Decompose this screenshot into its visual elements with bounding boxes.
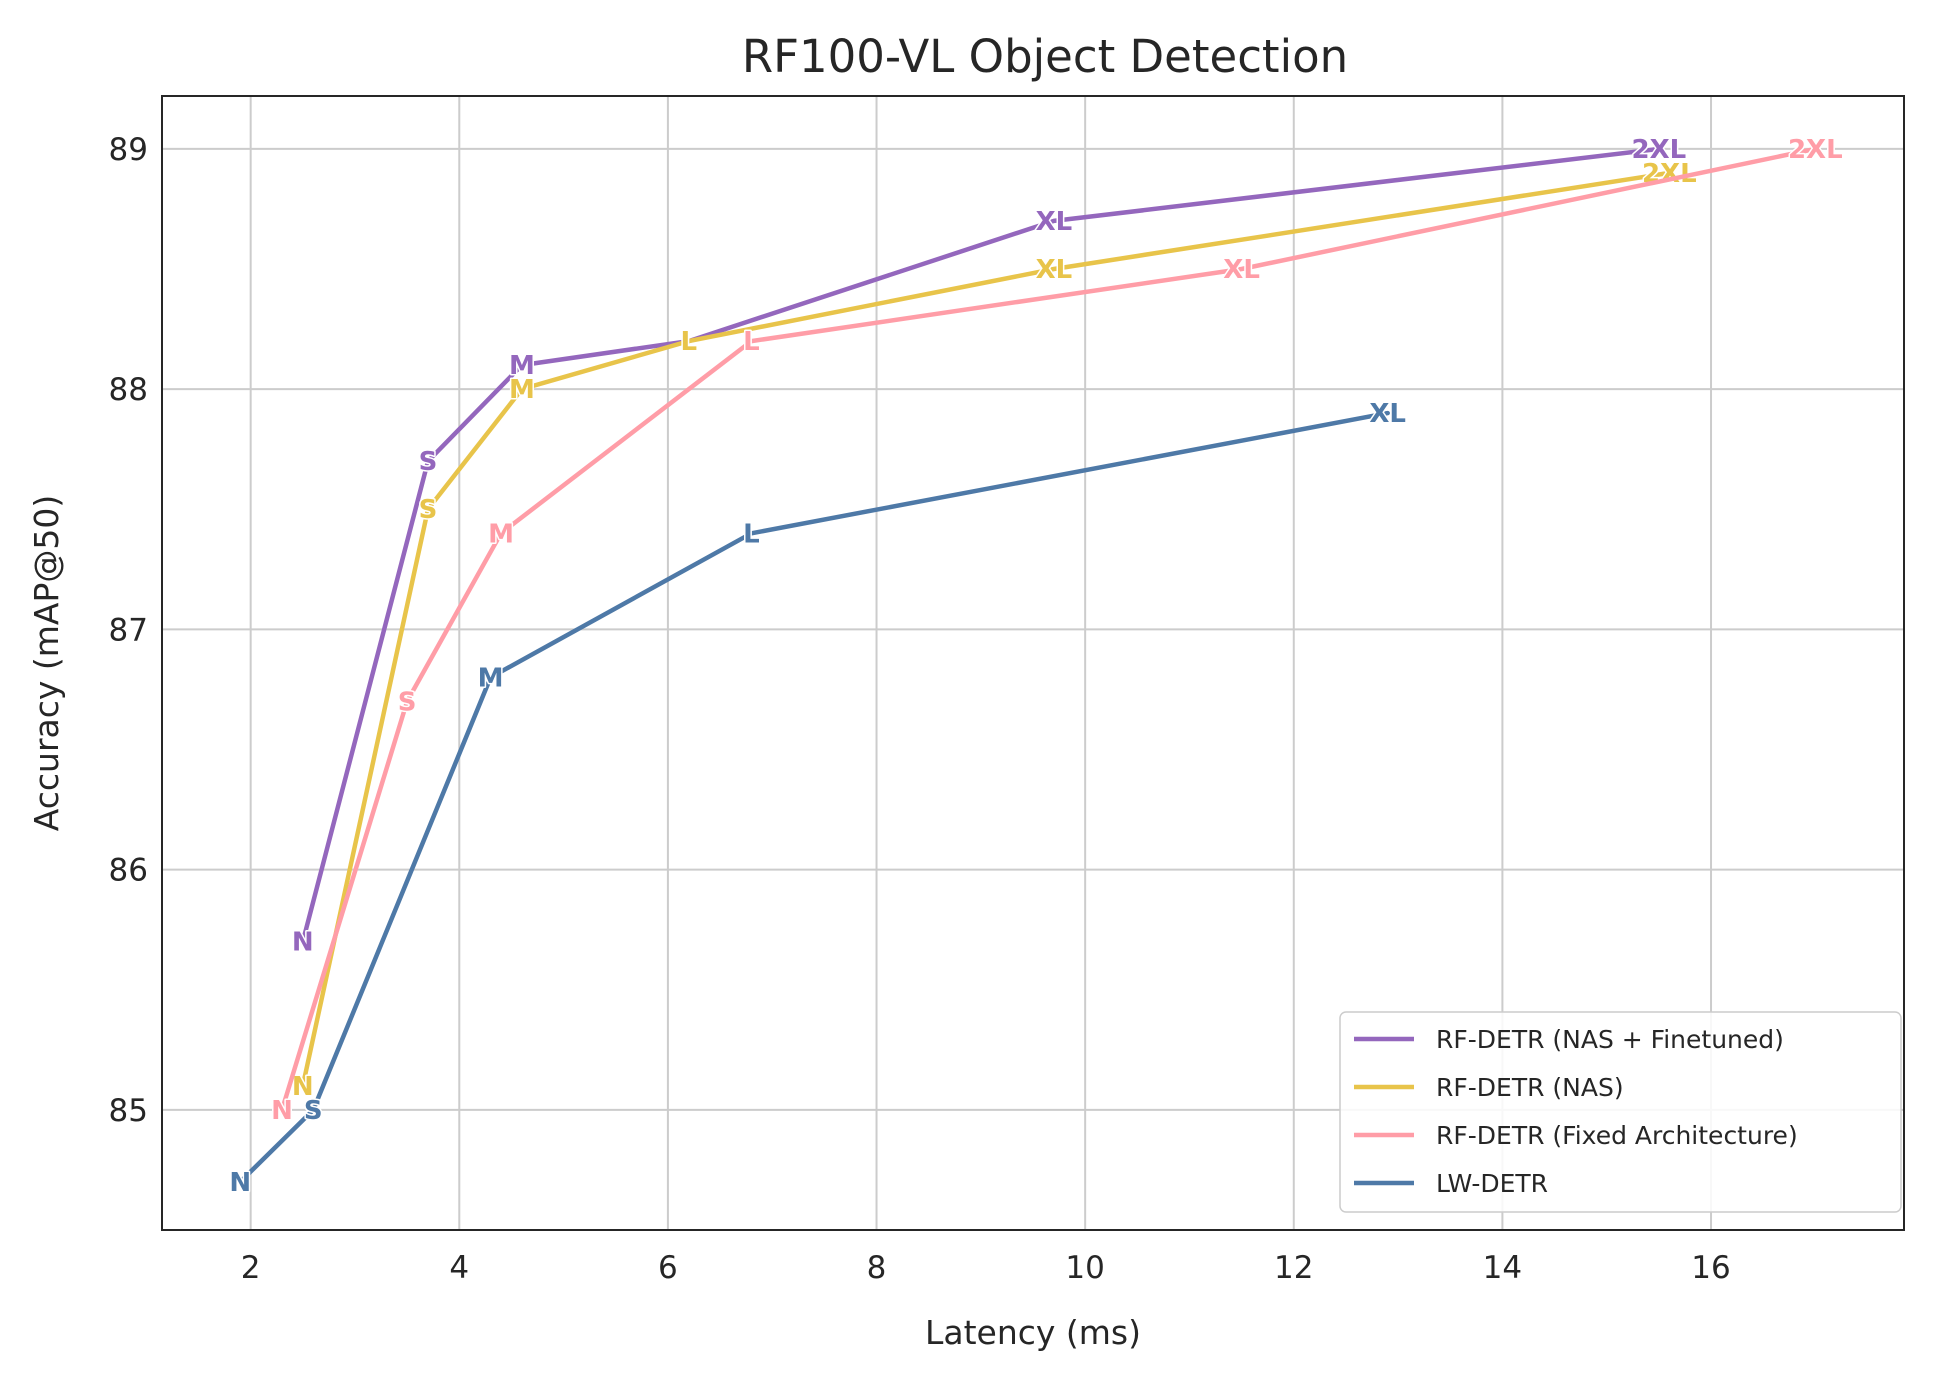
point-label: 2XL [1632,135,1687,165]
y-tick-label: 89 [109,132,148,168]
point-label: M [488,519,514,549]
x-tick-label: 12 [1274,1250,1313,1286]
legend-entry: RF-DETR (Fixed Architecture) [1436,1121,1798,1150]
grid [162,96,1904,1230]
point-label: S [304,1096,323,1126]
tick-labels: 2 4 6 8 10 12 14 16 85 86 87 88 89 [109,132,1731,1286]
y-tick-label: 85 [109,1093,148,1129]
point-label: L [681,327,698,357]
point-label: S [419,495,438,525]
y-tick-label: 86 [109,853,148,889]
legend: RF-DETR (NAS + Finetuned) RF-DETR (NAS) RF… [1339,1011,1902,1213]
point-label: XL [1036,207,1073,237]
x-tick-label: 16 [1691,1250,1730,1286]
legend-frame [1339,1011,1902,1213]
y-tick-label: 87 [109,612,148,648]
legend-entry: LW-DETR [1436,1169,1548,1198]
legend-entry: RF-DETR (NAS + Finetuned) [1436,1025,1784,1054]
series-line [237,410,1390,1185]
point-label: XL [1223,255,1260,285]
series-0: N S M L XL 2XL [290,133,1687,959]
point-label: M [509,351,535,381]
point-label: M [478,663,504,693]
point-label: N [292,1072,314,1102]
point-label: 2XL [1788,135,1843,165]
chart-title: RF100-VL Object Detection [742,30,1348,83]
point-label: XL [1036,255,1073,285]
point-label: XL [1369,399,1406,429]
x-tick-label: 2 [241,1250,261,1286]
x-tick-label: 10 [1065,1250,1104,1286]
point-label: S [398,687,417,717]
x-tick-label: 4 [449,1250,469,1286]
point-label: S [419,447,438,477]
y-tick-label: 88 [109,372,148,408]
x-axis-label: Latency (ms) [925,1313,1141,1352]
x-tick-label: 8 [867,1250,887,1286]
point-label: L [743,327,760,357]
x-tick-label: 14 [1483,1250,1522,1286]
series-line [300,170,1672,1089]
series-line [300,146,1662,944]
legend-entry: RF-DETR (NAS) [1436,1073,1624,1102]
series-line [279,146,1818,1113]
point-label: N [229,1168,251,1198]
plot-frame [161,95,1905,1231]
point-label: N [271,1096,293,1126]
point-label: N [292,928,314,958]
point-label: M [509,375,535,405]
point-label: L [743,519,760,549]
y-axis-label: Accuracy (mAP@50) [27,495,66,832]
x-tick-label: 6 [658,1250,678,1286]
